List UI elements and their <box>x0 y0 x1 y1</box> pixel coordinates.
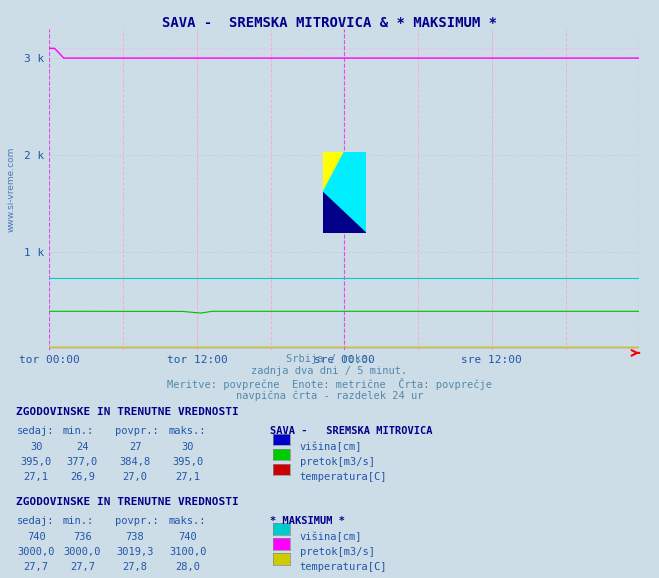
Polygon shape <box>323 152 344 192</box>
Text: 27,0: 27,0 <box>123 472 148 482</box>
Text: temperatura[C]: temperatura[C] <box>300 562 387 572</box>
Text: sedaj:: sedaj: <box>16 516 54 525</box>
Text: 3000,0: 3000,0 <box>18 547 55 557</box>
Text: zadnja dva dni / 5 minut.: zadnja dva dni / 5 minut. <box>251 366 408 376</box>
Polygon shape <box>323 152 366 233</box>
Text: 384,8: 384,8 <box>119 457 151 467</box>
Text: višina[cm]: višina[cm] <box>300 532 362 542</box>
Text: Srbija / reke.: Srbija / reke. <box>286 354 373 364</box>
Text: 30: 30 <box>182 442 194 452</box>
Text: pretok[m3/s]: pretok[m3/s] <box>300 457 375 467</box>
Text: ZGODOVINSKE IN TRENUTNE VREDNOSTI: ZGODOVINSKE IN TRENUTNE VREDNOSTI <box>16 497 239 507</box>
Text: 30: 30 <box>30 442 42 452</box>
Text: 28,0: 28,0 <box>175 562 200 572</box>
Text: min.:: min.: <box>63 516 94 525</box>
Text: sedaj:: sedaj: <box>16 426 54 436</box>
Text: 27,8: 27,8 <box>123 562 148 572</box>
Text: 27,1: 27,1 <box>24 472 49 482</box>
Text: 27,7: 27,7 <box>24 562 49 572</box>
Text: * MAKSIMUM *: * MAKSIMUM * <box>270 516 345 525</box>
Text: povpr.:: povpr.: <box>115 426 159 436</box>
Text: SAVA -  SREMSKA MITROVICA & * MAKSIMUM *: SAVA - SREMSKA MITROVICA & * MAKSIMUM * <box>162 16 497 30</box>
Text: 740: 740 <box>27 532 45 542</box>
Text: maks.:: maks.: <box>168 426 206 436</box>
Text: povpr.:: povpr.: <box>115 516 159 525</box>
Text: 740: 740 <box>179 532 197 542</box>
Text: 24: 24 <box>76 442 88 452</box>
Text: 27,1: 27,1 <box>175 472 200 482</box>
Text: 3019,3: 3019,3 <box>117 547 154 557</box>
Text: pretok[m3/s]: pretok[m3/s] <box>300 547 375 557</box>
Text: višina[cm]: višina[cm] <box>300 442 362 453</box>
Text: 27: 27 <box>129 442 141 452</box>
Text: 395,0: 395,0 <box>20 457 52 467</box>
Text: Meritve: povprečne  Enote: metrične  Črta: povprečje: Meritve: povprečne Enote: metrične Črta:… <box>167 378 492 390</box>
Text: maks.:: maks.: <box>168 516 206 525</box>
Text: 736: 736 <box>73 532 92 542</box>
Text: ZGODOVINSKE IN TRENUTNE VREDNOSTI: ZGODOVINSKE IN TRENUTNE VREDNOSTI <box>16 407 239 417</box>
Text: 377,0: 377,0 <box>67 457 98 467</box>
Text: temperatura[C]: temperatura[C] <box>300 472 387 482</box>
Text: 395,0: 395,0 <box>172 457 204 467</box>
Text: 26,9: 26,9 <box>70 472 95 482</box>
Text: www.si-vreme.com: www.si-vreme.com <box>7 147 16 232</box>
Text: 3100,0: 3100,0 <box>169 547 206 557</box>
Text: SAVA -   SREMSKA MITROVICA: SAVA - SREMSKA MITROVICA <box>270 426 433 436</box>
Polygon shape <box>323 192 366 233</box>
Text: 27,7: 27,7 <box>70 562 95 572</box>
Text: 738: 738 <box>126 532 144 542</box>
Text: min.:: min.: <box>63 426 94 436</box>
Text: navpična črta - razdelek 24 ur: navpična črta - razdelek 24 ur <box>236 390 423 401</box>
Text: 3000,0: 3000,0 <box>64 547 101 557</box>
